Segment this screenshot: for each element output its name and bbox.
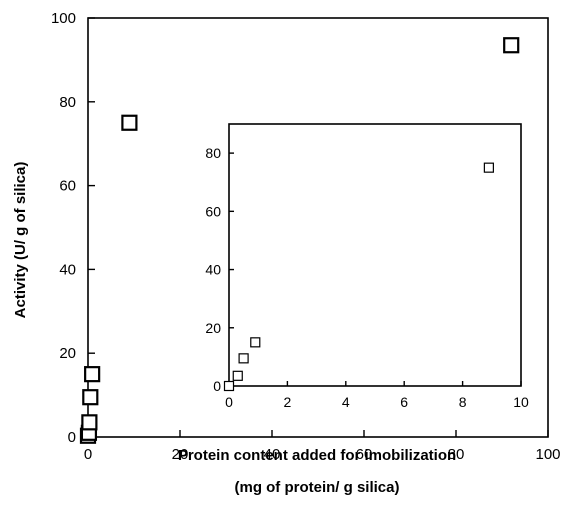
main-data-point — [121, 114, 138, 131]
inset-data-point — [238, 353, 249, 364]
main-data-point — [81, 414, 98, 431]
main-y-tick-label: 60 — [59, 178, 76, 195]
inset-data-point — [483, 162, 494, 173]
inset-y-tick-label: 40 — [205, 262, 221, 278]
main-x-tick-label: 40 — [264, 446, 281, 463]
main-x-tick-label: 80 — [448, 446, 465, 463]
inset-data-point — [232, 370, 243, 381]
inset-y-tick-label: 0 — [213, 378, 221, 394]
main-y-tick-label: 40 — [59, 261, 76, 278]
x-axis-title-line1: Protein content added for imobilization — [178, 447, 456, 464]
main-y-tick-label: 0 — [68, 429, 76, 446]
inset-data-point — [250, 337, 261, 348]
inset-y-tick-label: 20 — [205, 320, 221, 336]
main-x-tick-label: 60 — [356, 446, 373, 463]
x-axis-title-line2: (mg of protein/ g silica) — [234, 479, 399, 496]
inset-y-tick-label: 80 — [205, 145, 221, 161]
inset-y-tick-label: 60 — [205, 203, 221, 219]
main-x-tick-label: 20 — [172, 446, 189, 463]
main-plot-frame — [87, 17, 549, 438]
inset-x-tick-label: 10 — [513, 394, 529, 410]
inset-data-point — [223, 380, 235, 392]
inset-x-tick-label: 8 — [459, 394, 467, 410]
main-data-point — [82, 389, 99, 406]
main-x-tick-label: 100 — [535, 446, 560, 463]
main-data-point — [503, 37, 520, 54]
y-axis-title: Activity (U/ g of silica) — [12, 162, 29, 319]
main-y-tick-label: 100 — [51, 10, 76, 27]
main-data-point — [84, 366, 101, 383]
inset-chart: 0 2 4 6 8 10 0 20 40 60 80 — [205, 123, 529, 410]
main-y-tick-label: 80 — [59, 94, 76, 111]
inset-x-tick-label: 6 — [400, 394, 408, 410]
main-y-tick-label: 20 — [59, 345, 76, 362]
inset-x-tick-label: 2 — [284, 394, 292, 410]
main-x-tick-label: 0 — [84, 446, 92, 463]
inset-x-tick-label: 4 — [342, 394, 350, 410]
inset-x-tick-label: 0 — [225, 394, 233, 410]
inset-plot-frame — [228, 123, 522, 387]
